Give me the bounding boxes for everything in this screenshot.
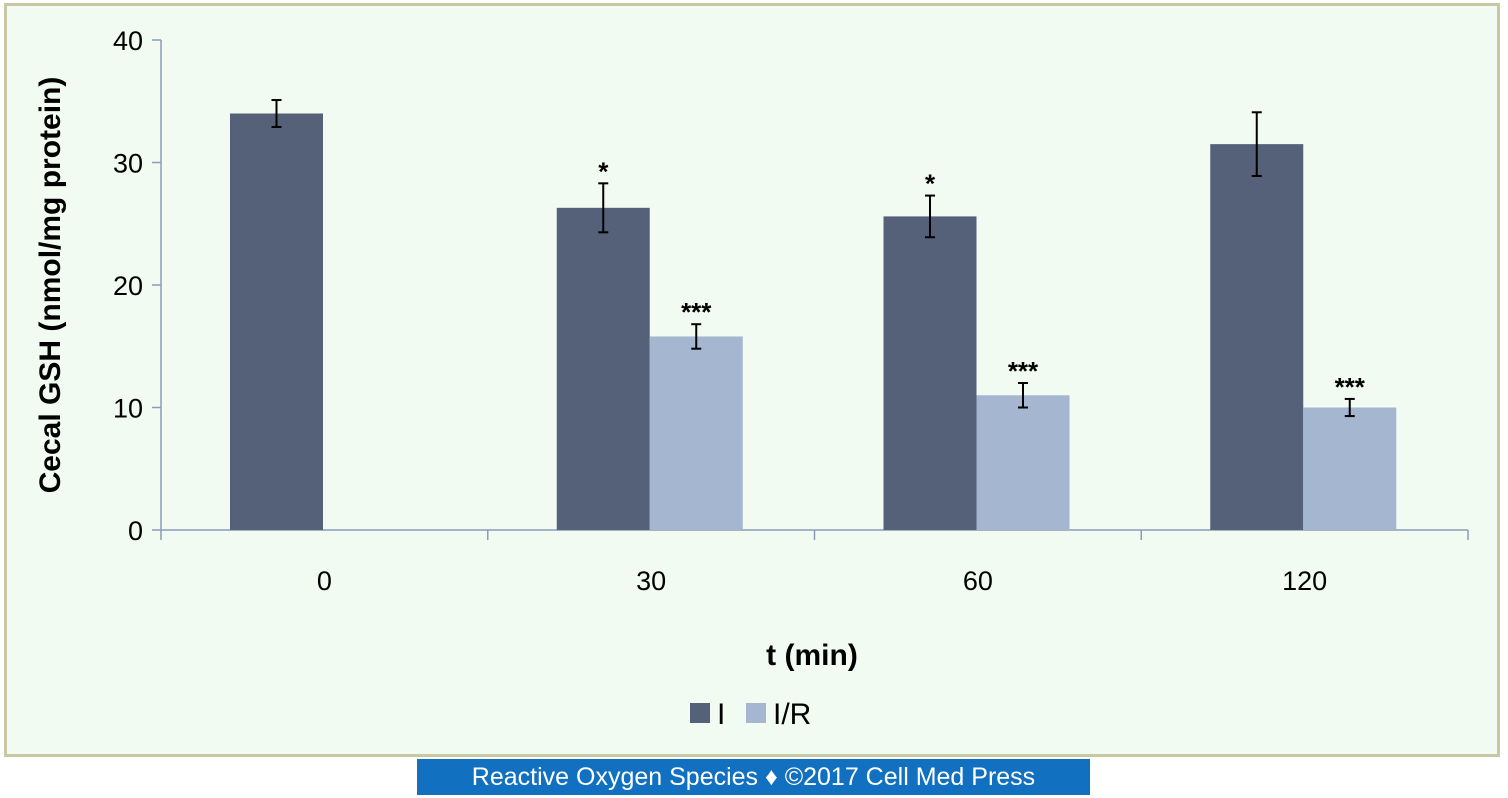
copyright-footer: Reactive Oxygen Species ♦ ©2017 Cell Med… (417, 759, 1090, 795)
x-tick-label: 30 (636, 566, 666, 596)
bar-ir-30 (649, 336, 743, 530)
bar-i-0 (230, 113, 323, 530)
x-tick-label: 0 (317, 566, 332, 596)
x-axis-title: t (min) (766, 639, 858, 672)
bar-ir-120 (1303, 407, 1397, 530)
y-tick-label: 10 (113, 394, 143, 424)
significance-label: *** (1335, 372, 1366, 402)
x-tick-label: 60 (963, 566, 993, 596)
bar-ir-60 (976, 395, 1070, 530)
y-axis-title: Cecal GSH (nmol/mg protein) (34, 77, 67, 494)
bar-i-30 (556, 207, 650, 530)
significance-label: *** (681, 297, 712, 327)
x-tick-label: 120 (1282, 566, 1327, 596)
legend-swatch (690, 703, 710, 723)
y-tick-label: 20 (113, 271, 143, 301)
significance-label: *** (1008, 356, 1039, 386)
bar-i-60 (883, 216, 977, 530)
bar-i-120 (1210, 144, 1304, 530)
significance-label: * (925, 169, 936, 199)
legend-label: I (717, 698, 725, 731)
significance-label: * (598, 156, 609, 186)
legend-swatch (746, 703, 766, 723)
y-tick-label: 30 (113, 149, 143, 179)
y-tick-label: 40 (113, 26, 143, 56)
legend-label: I/R (773, 698, 811, 731)
y-tick-label: 0 (128, 516, 143, 546)
